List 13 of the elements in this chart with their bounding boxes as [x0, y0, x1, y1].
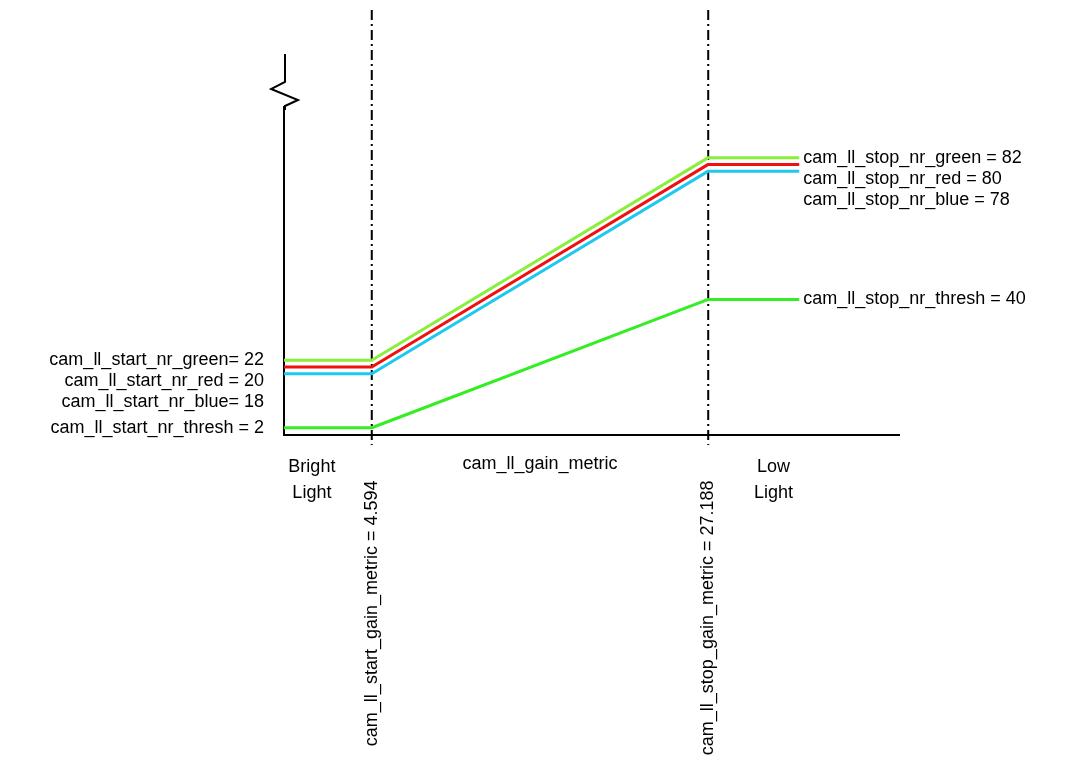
- text: Low Light: [754, 456, 794, 503]
- x-tick-label: cam_ll_stop_gain_metric = 27.188: [697, 480, 719, 756]
- data-label: cam_ll_stop_nr_green = 82: [803, 146, 1022, 168]
- data-label: cam_ll_start_nr_blue= 18: [61, 391, 264, 413]
- data-label: cam_ll_stop_nr_red = 80: [803, 167, 1002, 189]
- data-label: cam_ll_start_nr_thresh = 2: [50, 416, 264, 438]
- data-label: cam_ll_start_nr_green= 22: [49, 349, 264, 371]
- data-label: cam_ll_start_nr_red = 20: [64, 370, 264, 392]
- text: Bright Light: [288, 456, 336, 503]
- x-axis-title: cam_ll_gain_metric: [462, 453, 618, 475]
- data-label: cam_ll_stop_nr_thresh = 40: [803, 288, 1026, 310]
- data-label: cam_ll_stop_nr_blue = 78: [803, 188, 1010, 210]
- x-tick-label: cam_ll_start_gain_metric = 4.594: [360, 480, 382, 747]
